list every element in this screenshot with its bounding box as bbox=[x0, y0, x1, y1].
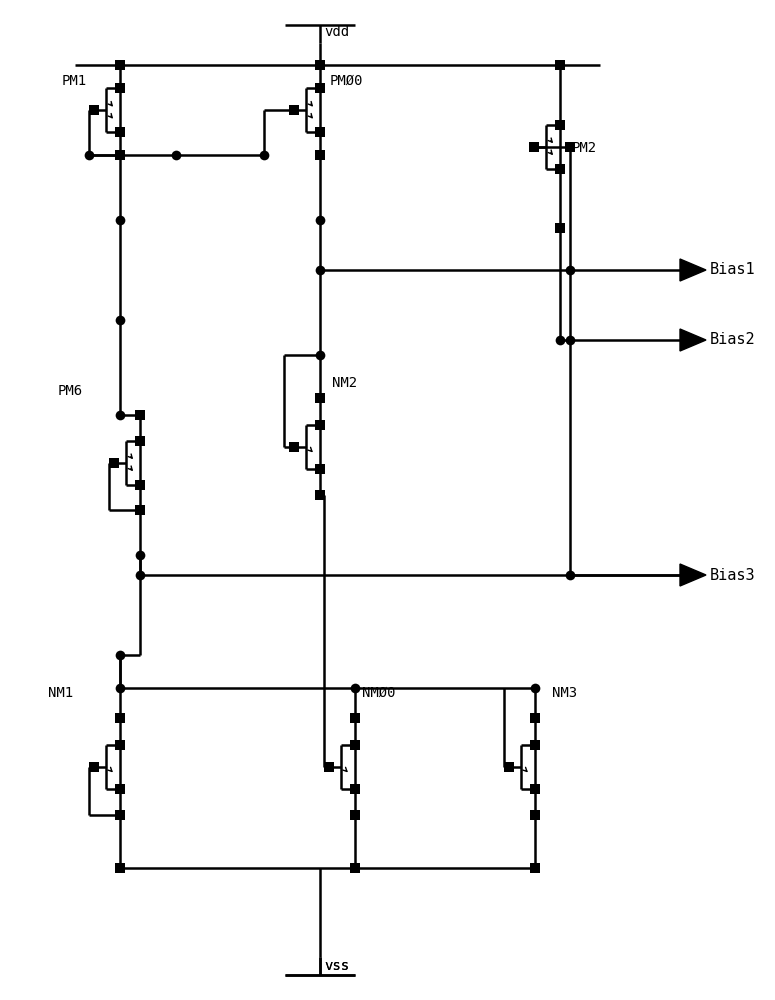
Text: NM3: NM3 bbox=[552, 686, 577, 700]
Polygon shape bbox=[680, 564, 706, 586]
Text: PM1: PM1 bbox=[62, 74, 87, 88]
Text: vss: vss bbox=[324, 959, 349, 973]
Text: PM6: PM6 bbox=[58, 384, 83, 398]
Text: NM2: NM2 bbox=[332, 376, 357, 390]
Text: Bias2: Bias2 bbox=[710, 332, 756, 348]
Polygon shape bbox=[680, 259, 706, 281]
Text: PM2: PM2 bbox=[572, 141, 597, 155]
Text: PMØ0: PMØ0 bbox=[330, 74, 363, 88]
Text: NMØ0: NMØ0 bbox=[362, 686, 395, 700]
Text: vdd: vdd bbox=[324, 25, 349, 39]
Text: Bias1: Bias1 bbox=[710, 262, 756, 277]
Text: NM1: NM1 bbox=[48, 686, 73, 700]
Polygon shape bbox=[680, 329, 706, 351]
Text: vss: vss bbox=[324, 959, 349, 973]
Text: Bias3: Bias3 bbox=[710, 568, 756, 582]
